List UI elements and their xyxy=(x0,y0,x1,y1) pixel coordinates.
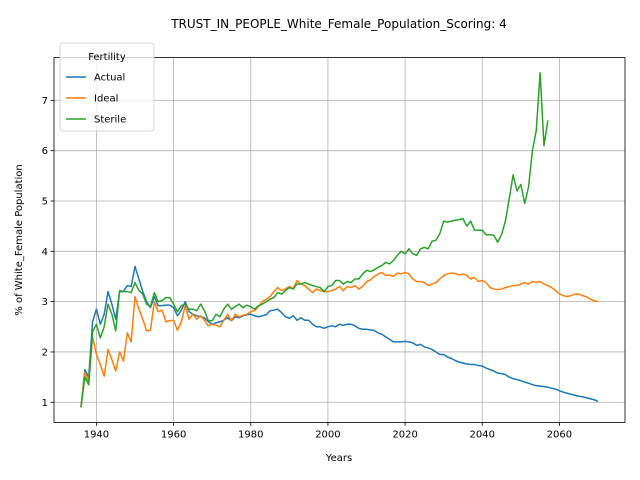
y-tick-label: 5 xyxy=(42,197,48,208)
y-tick-label: 3 xyxy=(42,297,48,308)
x-tick-label: 2020 xyxy=(392,429,417,440)
x-tick-label: 1980 xyxy=(238,429,263,440)
series-lines xyxy=(80,71,599,408)
series-line-sterile xyxy=(80,71,549,408)
series-line-actual xyxy=(80,265,599,408)
x-tick-label: 2040 xyxy=(470,429,495,440)
y-tick-label: 2 xyxy=(42,347,48,358)
series-line-ideal xyxy=(80,271,599,408)
legend-title: Fertility xyxy=(88,52,126,63)
x-tick-label: 1960 xyxy=(161,429,186,440)
x-axis: 1940 1960 1980 2000 2020 2040 2060 xyxy=(84,422,572,440)
legend: Fertility Actual Ideal Sterile xyxy=(59,42,155,132)
x-axis-label: Years xyxy=(325,453,352,464)
y-tick-label: 7 xyxy=(42,96,48,107)
legend-label-ideal: Ideal xyxy=(94,94,118,105)
legend-label-sterile: Sterile xyxy=(94,115,126,126)
y-tick-label: 4 xyxy=(42,247,48,258)
x-tick-label: 2000 xyxy=(315,429,340,440)
chart-title: TRUST_IN_PEOPLE_White_Female_Population_… xyxy=(170,17,507,31)
legend-items: Actual Ideal Sterile xyxy=(66,73,126,126)
y-tick-label: 1 xyxy=(42,398,48,409)
x-tick-label: 1940 xyxy=(84,429,109,440)
legend-box xyxy=(59,42,155,132)
y-axis: 1 2 3 4 5 6 7 xyxy=(42,96,54,409)
gridlines xyxy=(54,57,625,423)
legend-label-actual: Actual xyxy=(94,73,125,84)
y-tick-label: 6 xyxy=(42,146,48,157)
y-axis-label: % of White_Female Population xyxy=(14,164,25,315)
plot-frame xyxy=(53,57,626,423)
x-tick-label: 2060 xyxy=(547,429,572,440)
